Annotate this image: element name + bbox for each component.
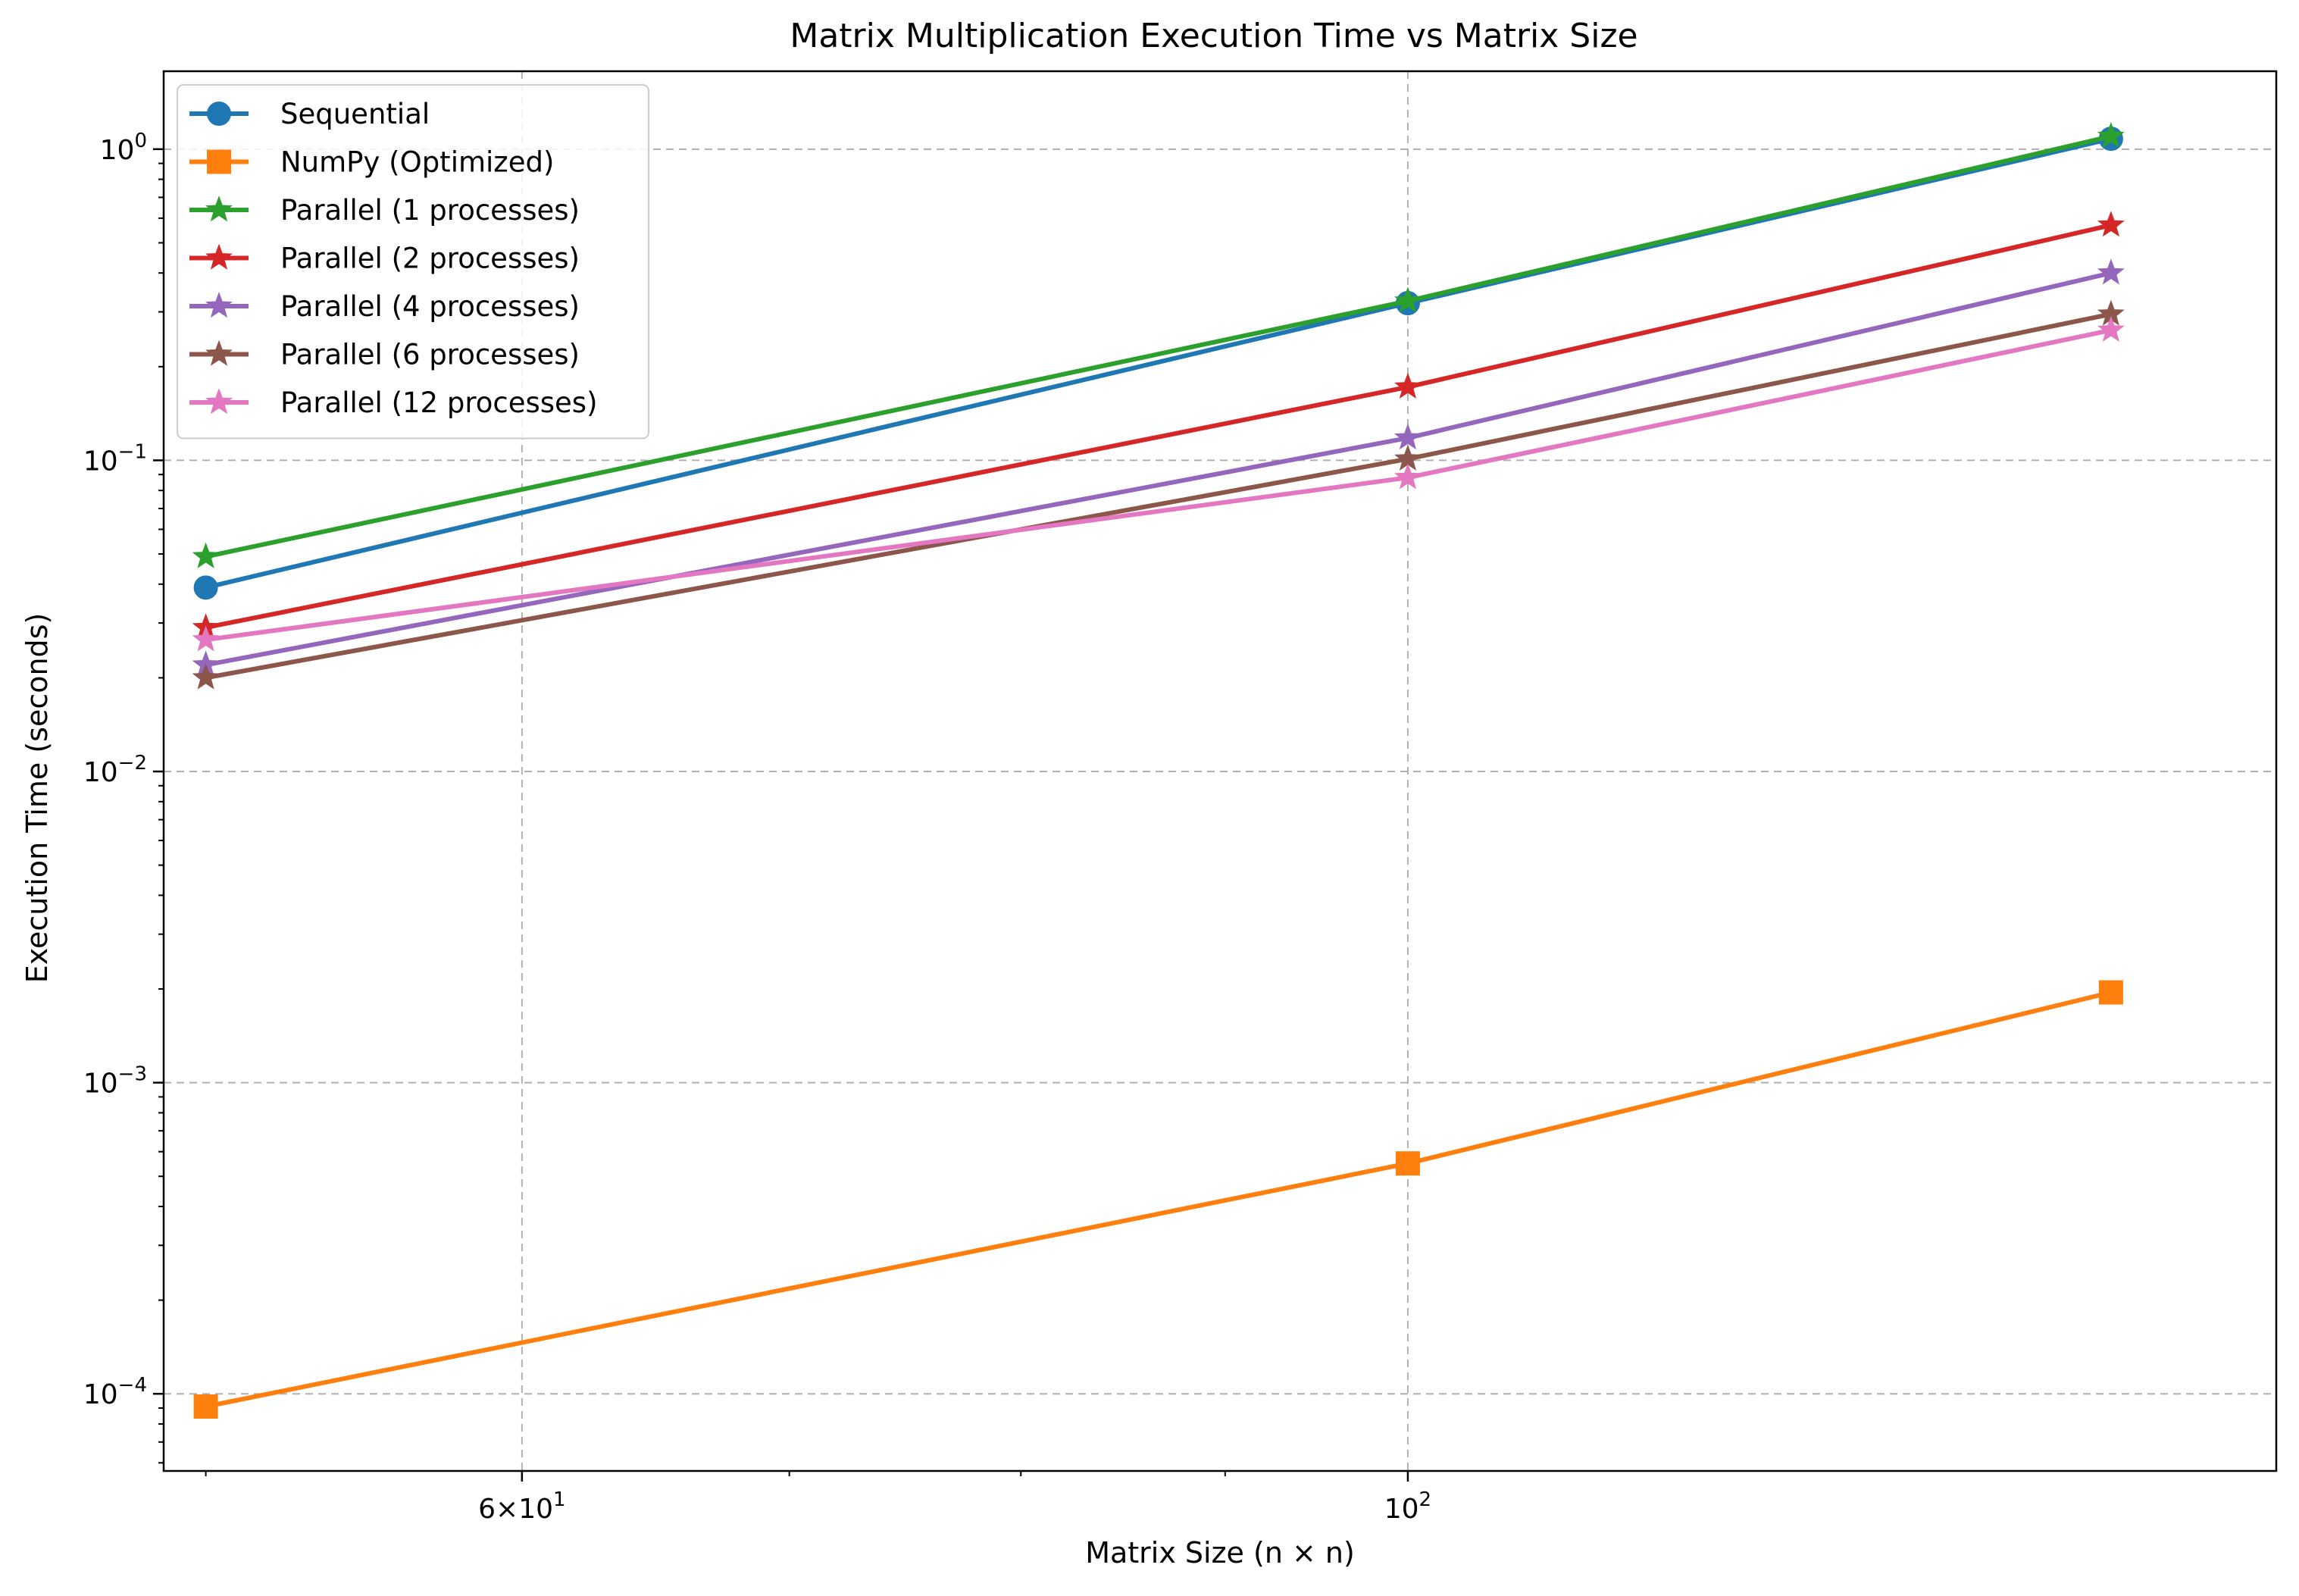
series-line [203, 990, 2113, 1409]
legend-marker [205, 340, 233, 366]
data-point [1395, 1151, 1420, 1176]
x-tick-label-times: ×10 [496, 1494, 553, 1525]
data-point [192, 542, 220, 568]
data-point [193, 575, 218, 600]
x-tick-label-exponent: 1 [553, 1488, 566, 1511]
y-tick-label-exponent: 0 [134, 130, 147, 152]
y-tick-label-exponent: −2 [118, 752, 147, 775]
data-point [192, 625, 220, 652]
y-tick-label-base: 10 [100, 135, 135, 166]
legend-label: Parallel (12 processes) [280, 386, 598, 419]
legend-marker [205, 388, 233, 415]
x-tick-label-base: 6 [478, 1494, 496, 1525]
series-layer [192, 121, 2125, 1419]
legend-marker [205, 292, 233, 318]
y-tick-label: 10−2 [83, 752, 147, 788]
legend-box [177, 84, 649, 440]
x-tick-label: 102 [1384, 1488, 1431, 1525]
y-tick-label: 100 [100, 130, 147, 166]
x-tick-label: 6×101 [478, 1488, 565, 1525]
data-point [2097, 315, 2125, 342]
y-tick-label-base: 10 [83, 446, 118, 477]
legend-marker [205, 196, 233, 222]
y-tick-label-base: 10 [83, 757, 118, 788]
legend-label: Parallel (2 processes) [280, 243, 580, 275]
legend-label: Parallel (6 processes) [280, 339, 580, 371]
data-point [1393, 424, 1422, 450]
y-tick-label-exponent: −1 [118, 440, 147, 463]
data-point [1393, 286, 1422, 313]
legend-marker [205, 243, 233, 270]
data-point [2097, 121, 2125, 149]
data-point [2098, 980, 2123, 1005]
data-point [2097, 211, 2125, 237]
legend-label: Parallel (1 processes) [280, 194, 580, 227]
data-point [2097, 258, 2125, 285]
y-tick-label: 10−3 [83, 1063, 147, 1100]
legend-label: Sequential [280, 98, 430, 130]
legend-marker [207, 102, 231, 126]
data-point [1393, 372, 1422, 399]
chart-title: Matrix Multiplication Execution Time vs … [790, 17, 1637, 55]
y-tick-label: 10−4 [83, 1374, 147, 1410]
legend: Sequential NumPy (Optimized) Parallel (1 p… [177, 84, 649, 440]
legend-label: Parallel (4 processes) [280, 290, 580, 323]
x-tick-label-exponent: 2 [1419, 1488, 1432, 1511]
y-tick-label: 10−1 [83, 440, 147, 477]
legend-label: NumPy (Optimized) [280, 146, 554, 179]
y-tick-label-exponent: −4 [118, 1374, 147, 1397]
legend-marker [207, 149, 231, 174]
data-point [193, 1394, 218, 1419]
y-tick-label-base: 10 [83, 1069, 118, 1100]
x-tick-label-base: 10 [1384, 1494, 1419, 1525]
x-axis-label: Matrix Size (n × n) [1085, 1536, 1355, 1569]
y-axis-label: Execution Time (seconds) [20, 613, 54, 984]
y-tick-label-base: 10 [83, 1379, 118, 1410]
y-tick-label-exponent: −3 [118, 1063, 147, 1086]
data-point [192, 663, 220, 690]
data-point [1393, 463, 1422, 490]
